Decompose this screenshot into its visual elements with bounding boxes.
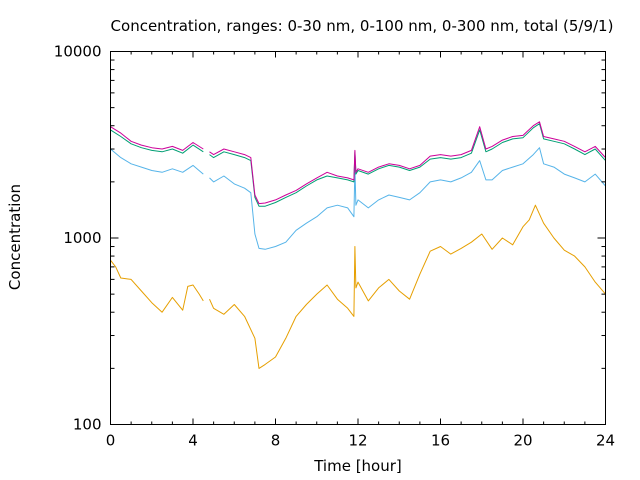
- x-tick-label: 8: [271, 432, 281, 450]
- series-layer: [110, 121, 606, 369]
- x-tick-label: 24: [596, 432, 615, 450]
- axis-layer: 0 4 8 12 16 20 24 100 1000 10000: [54, 43, 615, 450]
- series-line-4: [110, 121, 606, 205]
- y-axis-label: Concentration: [6, 184, 24, 290]
- series-line-2: [110, 147, 606, 250]
- x-tick-label: 4: [188, 432, 198, 450]
- x-tick-label: 20: [513, 432, 532, 450]
- plot-frame: [110, 51, 606, 425]
- series-line-1: [110, 204, 606, 369]
- y-tick-label: 10000: [54, 43, 102, 61]
- chart-title: Concentration, ranges: 0-30 nm, 0-100 nm…: [111, 17, 614, 35]
- x-tick-label: 12: [348, 432, 367, 450]
- y-tick-label: 1000: [63, 229, 101, 247]
- x-tick-label: 0: [106, 432, 116, 450]
- x-axis-label: Time [hour]: [313, 457, 402, 475]
- x-tick-label: 16: [431, 432, 450, 450]
- y-tick-label: 100: [73, 416, 102, 434]
- series-line-3: [110, 123, 606, 207]
